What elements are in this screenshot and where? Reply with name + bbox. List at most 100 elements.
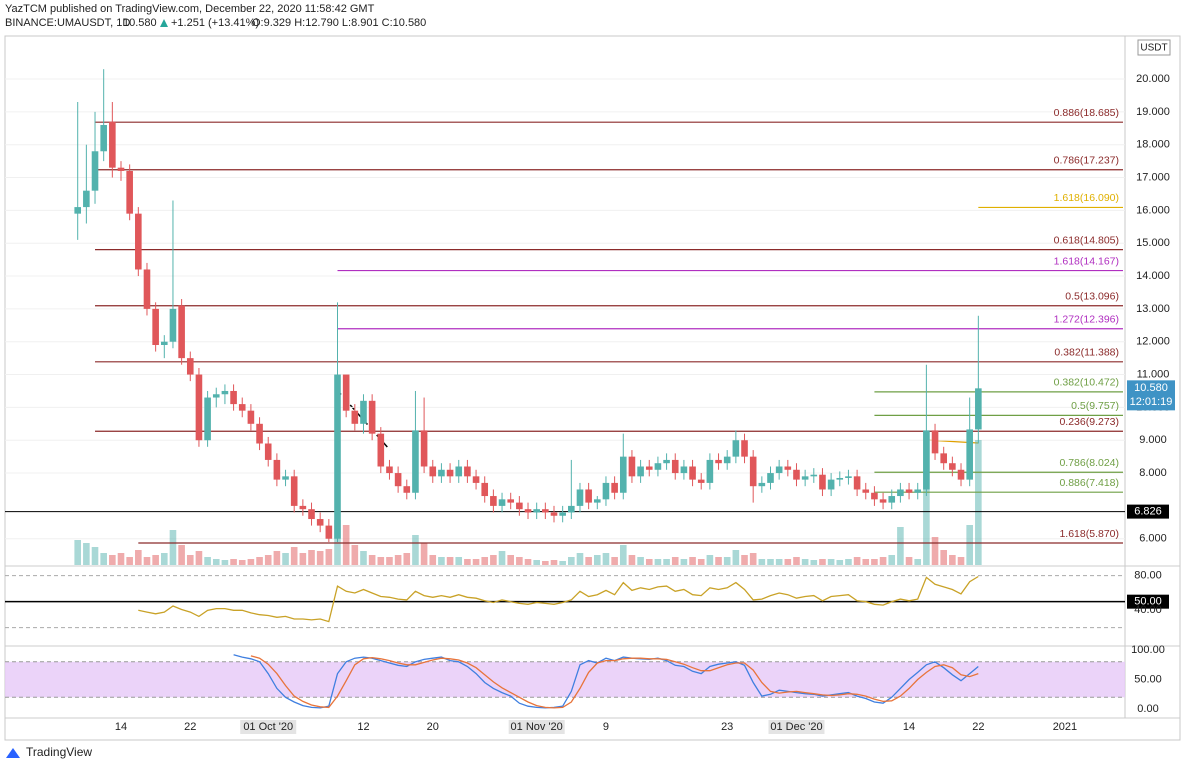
candle-body xyxy=(749,456,757,487)
fib-label: 1.272(12.396) xyxy=(1054,313,1119,325)
x-tick-box xyxy=(240,720,297,734)
volume-bar xyxy=(810,560,818,565)
candle-body xyxy=(290,476,298,506)
volume-bar xyxy=(715,557,722,565)
candle-body xyxy=(827,479,835,490)
volume-bar xyxy=(827,559,835,565)
candle-body xyxy=(619,456,627,493)
change: +1.251 (+13.41%) xyxy=(171,17,259,29)
candle-body xyxy=(628,456,636,477)
candle-body xyxy=(342,374,350,411)
candle-body xyxy=(888,496,896,503)
volume-bar xyxy=(351,545,359,565)
volume-bar xyxy=(611,557,618,565)
volume-bar xyxy=(628,555,636,565)
volume-bar xyxy=(403,553,411,565)
y-tick-label: 50.00 xyxy=(1134,596,1162,608)
candle-body xyxy=(161,341,168,345)
candle-body xyxy=(697,479,705,483)
marker-label: 6.826 xyxy=(1134,506,1162,518)
x-tick-label: 9 xyxy=(603,721,609,733)
candle-body xyxy=(91,151,99,191)
marker-box xyxy=(1127,504,1169,519)
candle-body xyxy=(784,466,792,470)
currency-box xyxy=(1137,39,1171,56)
candle-body xyxy=(975,388,982,430)
candle-body xyxy=(845,476,852,478)
candle-body xyxy=(377,433,385,467)
volume-bar xyxy=(957,557,965,565)
volume-bar xyxy=(775,559,783,565)
volume-bar xyxy=(360,551,367,565)
candle-body xyxy=(412,430,419,493)
volume-bar xyxy=(446,557,454,565)
volume-bar xyxy=(464,559,471,565)
y-tick-label: 16.000 xyxy=(1136,204,1170,216)
candle-body xyxy=(819,474,826,490)
volume-bar xyxy=(845,559,852,565)
volume-bar xyxy=(576,553,584,565)
volume-bar xyxy=(368,555,376,565)
volume-bar xyxy=(853,557,861,565)
candle-body xyxy=(256,423,263,444)
volume-bar xyxy=(706,555,714,565)
last-price-label: 10.580 xyxy=(1134,382,1168,394)
candle-body xyxy=(940,453,947,464)
candle-body xyxy=(472,476,480,483)
candle-body xyxy=(732,440,740,457)
countdown: 12:01:19 xyxy=(1130,396,1173,408)
volume-bar xyxy=(879,557,887,565)
volume-bar xyxy=(238,560,246,565)
candle-body xyxy=(637,466,644,477)
candle-body xyxy=(83,190,90,208)
x-tick-label: 20 xyxy=(427,721,439,733)
candle-body xyxy=(264,443,272,460)
candle-body xyxy=(931,430,939,454)
fib-label: 0.786(8.024) xyxy=(1059,457,1119,469)
volume-bar xyxy=(663,559,670,565)
volume-bar xyxy=(697,559,705,565)
candle-body xyxy=(273,459,281,480)
candle-body xyxy=(299,505,307,510)
volume-bar xyxy=(949,555,956,565)
volume-bar xyxy=(186,555,194,565)
candle-body xyxy=(308,509,315,520)
volume-bar xyxy=(109,555,116,565)
candle-body xyxy=(403,486,411,493)
volume-bar xyxy=(316,551,324,565)
candle-body xyxy=(368,400,376,434)
brand: TradingView xyxy=(26,745,92,759)
candle-body xyxy=(446,469,454,477)
volume-bar xyxy=(871,559,878,565)
volume-bar xyxy=(247,559,255,565)
volume-bar xyxy=(533,560,540,565)
x-tick-label: 01 Dec '20 xyxy=(770,721,822,733)
last-price-box xyxy=(1127,380,1175,411)
volume-bar xyxy=(801,559,809,565)
volume-bar xyxy=(429,555,437,565)
volume-bar xyxy=(420,543,428,565)
candle-body xyxy=(516,502,523,510)
volume-bar xyxy=(117,553,125,565)
volume-bar xyxy=(689,557,696,565)
fib-label: 1.618(16.090) xyxy=(1054,192,1119,204)
volume-bar xyxy=(671,557,679,565)
y-tick-label: 15.000 xyxy=(1136,237,1170,249)
fib-label: 0.886(7.418) xyxy=(1059,477,1119,489)
candle-body xyxy=(671,459,679,474)
volume-bar xyxy=(966,525,973,565)
candle-body xyxy=(706,459,714,483)
x-tick-label: 14 xyxy=(903,721,915,733)
candle-body xyxy=(126,170,133,214)
y-tick-label: 20.000 xyxy=(1136,73,1170,85)
volume-bar xyxy=(862,559,870,565)
volume-bar xyxy=(152,555,159,565)
volume-bar xyxy=(83,543,90,565)
y-tick-label: 9.000 xyxy=(1139,434,1167,446)
volume-bar xyxy=(290,547,298,565)
fib-label: 0.618(14.805) xyxy=(1054,234,1119,246)
candle-body xyxy=(490,496,497,506)
candle-body xyxy=(74,207,81,214)
y-tick-label: 18.000 xyxy=(1136,139,1170,151)
